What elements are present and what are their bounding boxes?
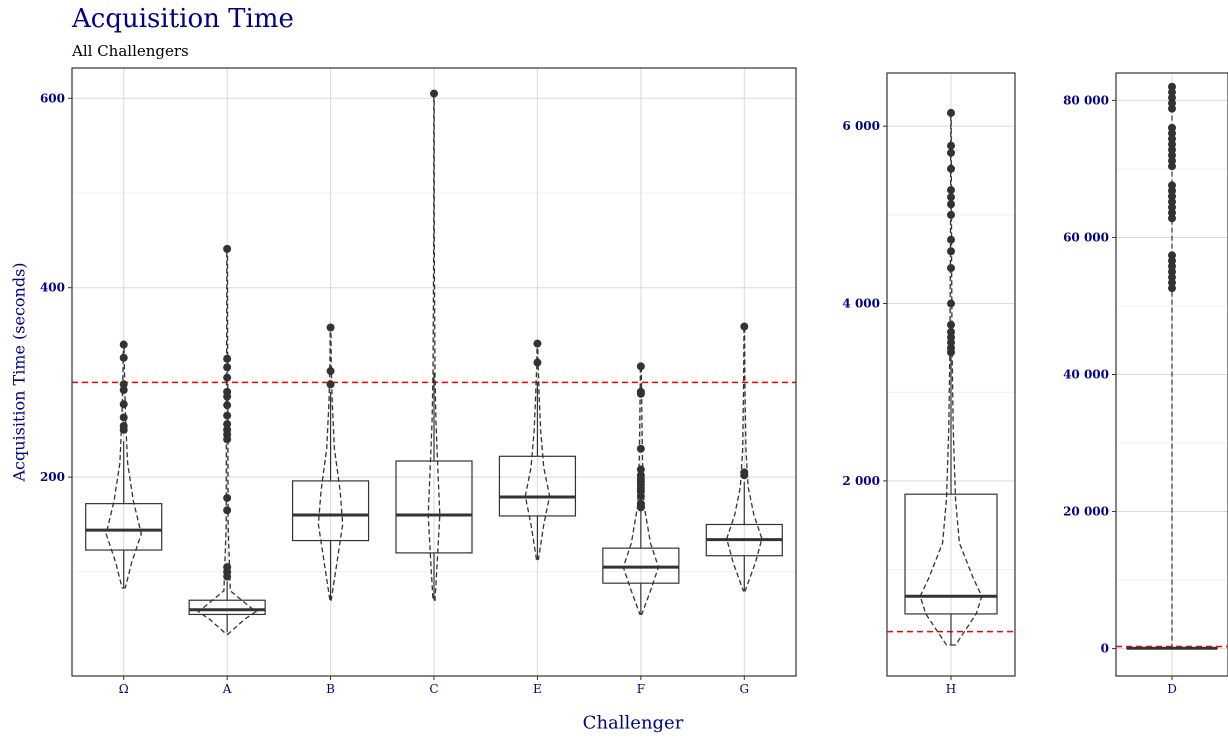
outlier-point	[947, 299, 955, 308]
violin-outline	[317, 326, 344, 601]
violin-outline	[427, 92, 441, 601]
y-tick-label: 80 000	[1063, 93, 1109, 107]
outlier-point	[1168, 156, 1176, 165]
outlier-point	[223, 435, 232, 444]
outlier-point	[119, 380, 128, 389]
violin-outline	[919, 112, 983, 646]
outlier-point	[1168, 93, 1176, 102]
x-tick-label: G	[739, 682, 749, 696]
outlier-point	[947, 320, 955, 329]
violin-outline	[105, 343, 142, 589]
outlier-point	[533, 358, 542, 367]
box-iqr	[291, 480, 370, 542]
y-tick-label: 0	[1101, 642, 1109, 656]
outlier-point	[223, 493, 232, 502]
box-A	[188, 244, 266, 635]
outlier-point	[119, 385, 128, 394]
outlier-point	[1168, 181, 1176, 190]
outlier-point	[223, 401, 232, 410]
outlier-point	[1168, 197, 1176, 206]
outlier-point	[223, 506, 232, 515]
box-D	[1126, 82, 1218, 650]
violin-outline	[197, 248, 257, 635]
outlier-point	[223, 392, 232, 401]
y-tick-label: 6 000	[842, 119, 880, 133]
panel-plot-area	[72, 68, 796, 676]
outlier-point	[223, 572, 232, 581]
box-G	[705, 322, 783, 592]
x-tick-label: C	[429, 682, 438, 696]
outlier-point	[636, 503, 645, 512]
violin-outline	[726, 325, 763, 592]
x-tick-label: D	[1167, 682, 1177, 696]
x-tick-label: H	[946, 682, 956, 696]
outlier-point	[1168, 214, 1176, 223]
y-tick-label: 4 000	[842, 297, 880, 311]
panel-2: 2 000 4 000 6 000 H	[842, 72, 1016, 696]
chart-subtitle: All Challengers	[72, 42, 189, 60]
chart-title: Acquisition Time	[72, 4, 294, 34]
box-iqr	[904, 493, 998, 615]
x-tick-label: A	[222, 682, 232, 696]
outlier-point	[1168, 134, 1176, 143]
outlier-point	[636, 362, 645, 371]
box-iqr	[188, 599, 266, 616]
outlier-point	[1168, 151, 1176, 160]
box-C	[395, 89, 473, 601]
outlier-point	[636, 444, 645, 453]
x-axis-label: Challenger	[582, 712, 684, 734]
outlier-point	[740, 322, 749, 331]
box-iqr	[498, 455, 577, 517]
outlier-point	[1168, 262, 1176, 271]
box-iqr	[85, 503, 163, 551]
panel-plot-area	[887, 73, 1015, 676]
outlier-point	[326, 367, 335, 376]
y-tick-label: 60 000	[1063, 230, 1109, 244]
violin-outline	[524, 342, 551, 561]
y-tick-label: 600	[40, 91, 65, 105]
outlier-point	[636, 389, 645, 398]
box-H	[904, 108, 998, 646]
y-tick-label: 200	[40, 470, 65, 484]
panel-1: 200 400 600 Ω A B C E F G	[40, 67, 797, 696]
outlier-point	[947, 264, 955, 273]
outlier-point	[326, 380, 335, 389]
outlier-point	[223, 420, 232, 429]
y-tick-label: 20 000	[1063, 505, 1109, 519]
box-iqr	[395, 460, 473, 554]
outlier-point	[223, 411, 232, 420]
outlier-point	[119, 400, 128, 409]
box-F	[602, 362, 680, 616]
x-tick-label: F	[637, 682, 645, 696]
violin-outline	[622, 365, 660, 616]
y-tick-label: 40 000	[1063, 368, 1109, 382]
outlier-point	[947, 348, 955, 357]
y-tick-label: 400	[40, 281, 65, 295]
outlier-point	[740, 471, 749, 480]
outlier-point	[636, 492, 645, 501]
y-tick-label: 2 000	[842, 474, 880, 488]
x-tick-label: Ω	[119, 682, 129, 696]
outlier-point	[1168, 278, 1176, 287]
panel-plot-area	[1116, 73, 1228, 676]
box-Ω	[85, 340, 163, 589]
box-B	[291, 323, 370, 601]
x-tick-label: B	[326, 682, 335, 696]
panel-3: 0 20 000 40 000 60 000 80 000 D	[1063, 72, 1228, 696]
x-tick-label: E	[533, 682, 542, 696]
outlier-point	[119, 413, 128, 422]
box-E	[498, 339, 577, 561]
